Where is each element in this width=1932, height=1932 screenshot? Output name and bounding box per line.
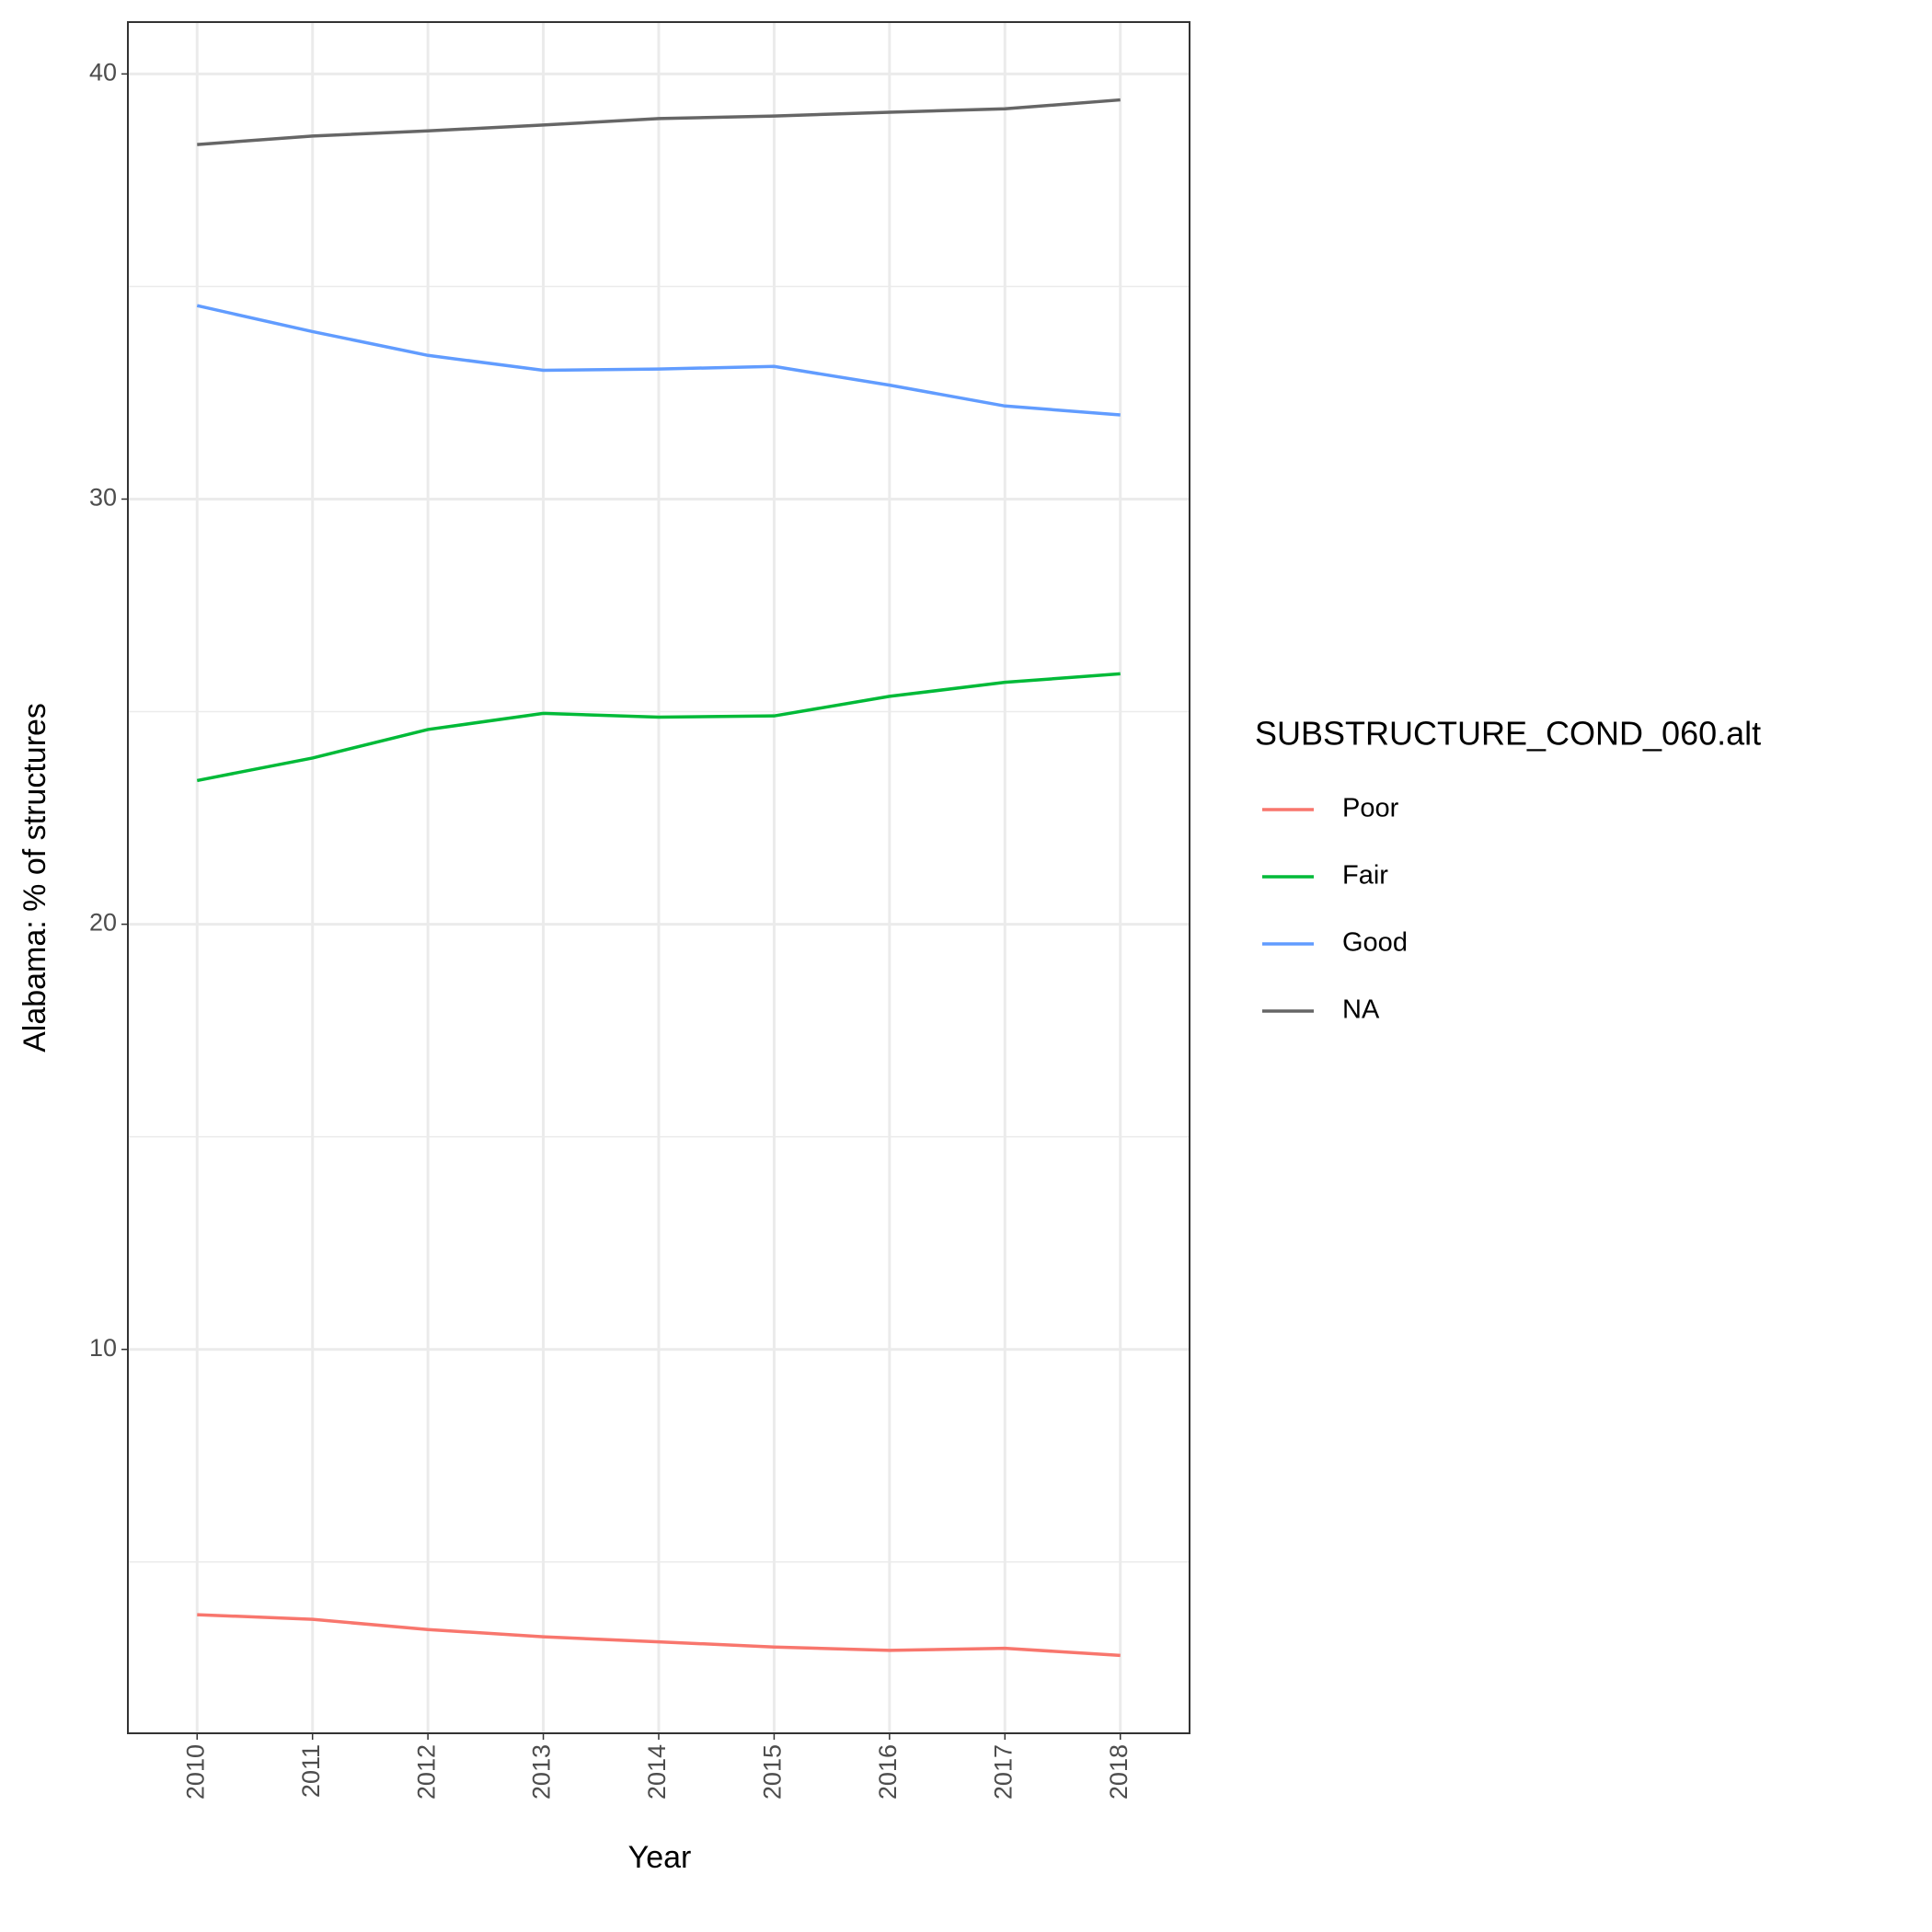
y-axis-title: Alabama: % of structures	[17, 703, 52, 1052]
legend-label: Poor	[1342, 794, 1399, 823]
series-line	[196, 672, 1121, 783]
x-tick-label: 2013	[528, 1744, 556, 1800]
series-line	[196, 304, 1121, 417]
series-line	[197, 98, 1121, 146]
series-line	[197, 1613, 1121, 1658]
legend-label: NA	[1342, 995, 1380, 1025]
x-tick-label: 2018	[1105, 1744, 1133, 1800]
y-tick-label: 10	[89, 1334, 117, 1362]
x-tick-label: 2017	[989, 1744, 1017, 1800]
x-tick-label: 2014	[643, 1744, 671, 1800]
x-tick-label: 2012	[412, 1744, 440, 1800]
legend-label: Good	[1342, 928, 1408, 958]
x-axis-title: Year	[628, 1840, 692, 1875]
x-tick-label: 2011	[297, 1744, 325, 1798]
y-tick-label: 20	[89, 909, 117, 937]
legend-title: SUBSTRUCTURE_COND_060.alt	[1255, 715, 1761, 753]
panel-border	[127, 21, 1190, 1734]
x-tick-label: 2010	[181, 1744, 209, 1800]
x-tick-label: 2015	[759, 1744, 787, 1800]
legend-label: Fair	[1342, 861, 1388, 891]
y-tick-label: 40	[89, 59, 117, 86]
y-tick-label: 30	[89, 484, 117, 512]
x-tick-label: 2016	[874, 1744, 902, 1800]
